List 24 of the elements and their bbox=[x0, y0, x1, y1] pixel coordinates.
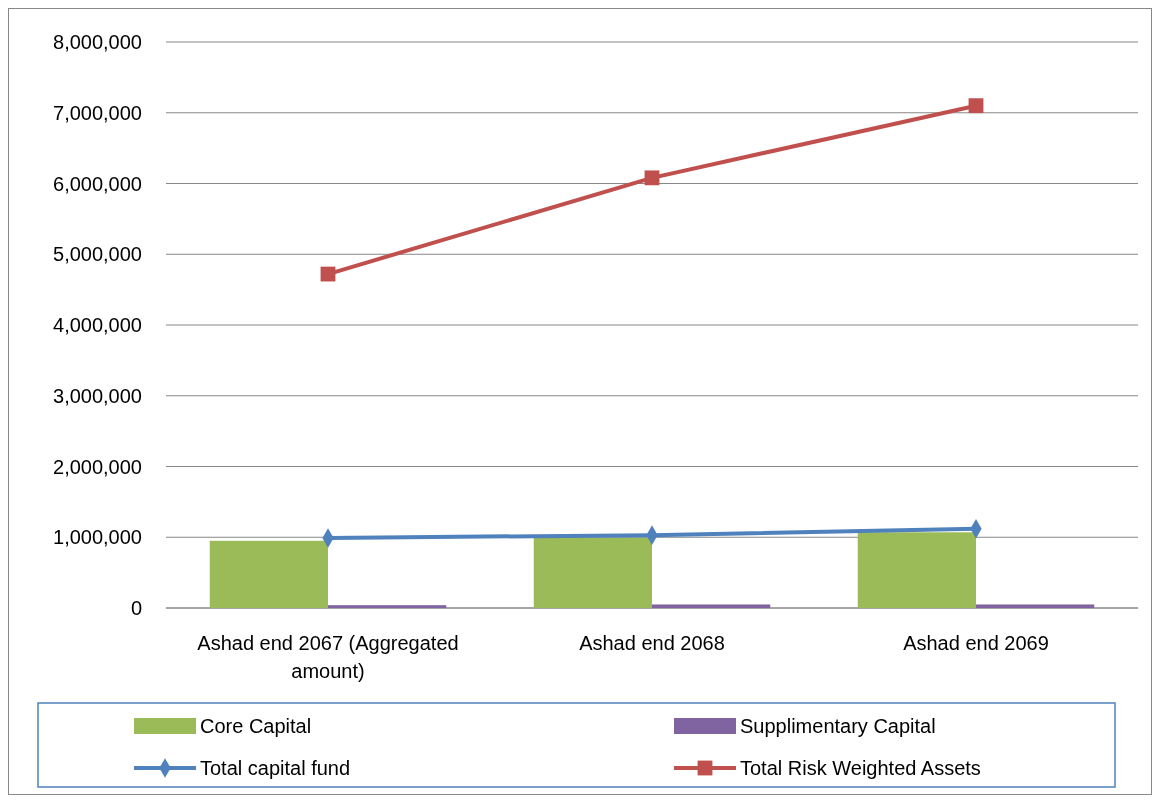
y-tick-label: 4,000,000 bbox=[53, 314, 142, 336]
y-tick-label: 2,000,000 bbox=[53, 455, 142, 478]
x-tick-label: Ashad end 2068 bbox=[579, 632, 725, 654]
bar bbox=[652, 604, 771, 608]
bar bbox=[533, 537, 652, 608]
x-tick-label: Ashad end 2067 (Aggregated amount) bbox=[197, 632, 459, 682]
bar bbox=[976, 604, 1095, 608]
legend-label: Supplimentary Capital bbox=[740, 715, 936, 737]
y-tick-label: 7,000,000 bbox=[53, 101, 142, 124]
bar bbox=[328, 605, 447, 608]
legend-label: Total capital fund bbox=[200, 757, 351, 779]
bar bbox=[209, 540, 328, 608]
x-tick-label: Ashad end 2069 bbox=[903, 632, 1049, 654]
point bbox=[644, 170, 660, 186]
y-tick-label: 1,000,000 bbox=[53, 526, 142, 549]
y-tick-label: 5,000,000 bbox=[53, 243, 142, 266]
y-tick-label: 6,000,000 bbox=[53, 172, 142, 195]
y-tick-label: 0 bbox=[130, 597, 142, 619]
y-tick-label: 8,000,000 bbox=[53, 31, 142, 53]
legend-label: Total Risk Weighted Assets bbox=[740, 757, 981, 779]
point bbox=[968, 98, 984, 114]
legend-label: Core Capital bbox=[200, 715, 312, 737]
y-tick-label: 3,000,000 bbox=[53, 384, 142, 407]
bar bbox=[857, 532, 976, 608]
